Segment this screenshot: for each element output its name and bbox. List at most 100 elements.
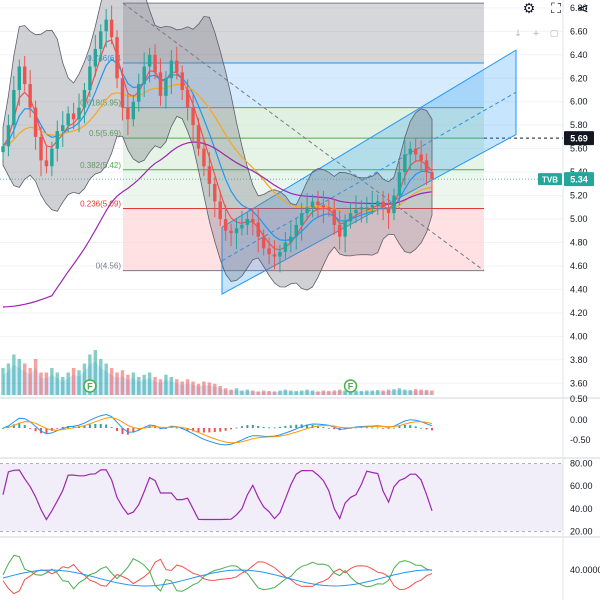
fib-level-label: 0.786(6.4 bbox=[87, 54, 121, 63]
candle-body bbox=[93, 48, 98, 67]
candle-body bbox=[23, 66, 27, 85]
candle-body bbox=[397, 172, 402, 196]
candle bbox=[66, 106, 70, 133]
macd-histogram-bar bbox=[311, 424, 314, 428]
volume-bar bbox=[294, 390, 298, 395]
candle bbox=[61, 111, 65, 147]
macd-histogram-bar bbox=[382, 428, 385, 429]
macd-histogram-bar bbox=[316, 426, 319, 428]
grid-lines bbox=[0, 7, 600, 538]
macd-histogram-bar bbox=[29, 428, 32, 429]
candle bbox=[223, 204, 228, 241]
volume-bar bbox=[213, 383, 217, 395]
candle bbox=[158, 58, 163, 106]
macd-histogram-bar bbox=[197, 428, 200, 433]
fullscreen-button[interactable]: ⛶ bbox=[545, 0, 567, 16]
price-axis[interactable]: 6.80 6.60 6.40 6.20 6.00 5.80 5.60 5.40 5.20 5.00… bbox=[562, 0, 600, 600]
candle-body bbox=[240, 224, 244, 229]
price-tick-label: 4.00 bbox=[570, 331, 588, 341]
volume-bar bbox=[158, 379, 163, 395]
candle-body bbox=[12, 89, 16, 126]
candle-body bbox=[196, 125, 201, 149]
candle bbox=[44, 146, 49, 174]
macd-histogram-bar bbox=[425, 428, 428, 430]
candle bbox=[251, 208, 255, 236]
candle-body bbox=[202, 148, 206, 167]
macd-histogram-bar bbox=[208, 428, 211, 433]
candle bbox=[55, 120, 60, 162]
candlestick-series bbox=[1, 5, 434, 273]
settings-button[interactable]: ⚙ bbox=[518, 0, 540, 16]
volume-bar bbox=[289, 390, 293, 395]
earnings-marker-circle bbox=[83, 379, 97, 393]
candle bbox=[430, 161, 434, 195]
candle-body bbox=[424, 160, 429, 173]
dmi-adx-line bbox=[2, 569, 432, 587]
macd-histogram-bar bbox=[202, 428, 205, 433]
volume-bar bbox=[39, 372, 43, 395]
dmi-tick-label: 40.0000 bbox=[570, 565, 600, 575]
candle bbox=[28, 70, 32, 118]
dmi-plus-line bbox=[2, 554, 433, 592]
candle bbox=[126, 93, 130, 136]
candle-body bbox=[115, 37, 119, 79]
candle-body bbox=[120, 78, 125, 108]
volume-bar bbox=[321, 390, 326, 395]
macd-histogram-bar bbox=[23, 425, 26, 428]
volume-bar bbox=[61, 377, 65, 395]
candle-body bbox=[88, 66, 92, 90]
fib-level-label: 0.236(5.09) bbox=[80, 199, 121, 208]
candle-body bbox=[223, 219, 228, 231]
candle bbox=[413, 138, 418, 162]
macd-histogram-bar bbox=[246, 425, 249, 428]
share-button[interactable]: ⋖ bbox=[572, 0, 594, 16]
candle-body bbox=[17, 66, 22, 90]
candle bbox=[202, 138, 206, 177]
volume-bar bbox=[403, 389, 407, 395]
candle-body bbox=[55, 131, 60, 149]
candle-body bbox=[82, 89, 87, 108]
candle-body bbox=[33, 107, 38, 137]
volume-bar bbox=[365, 390, 369, 395]
macd-histogram-bar bbox=[392, 427, 395, 429]
rsi-tick-label: 80.00 bbox=[570, 459, 593, 469]
candle-body bbox=[229, 230, 233, 234]
fib-zone bbox=[123, 107, 484, 139]
drawing-tool-icon: + bbox=[532, 29, 540, 39]
volume-bar bbox=[1, 368, 5, 395]
volume-bar bbox=[82, 363, 87, 395]
volume-bar bbox=[147, 372, 152, 395]
volume-bar bbox=[343, 390, 347, 395]
candle-body bbox=[28, 84, 32, 108]
macd-histogram-bar bbox=[45, 428, 48, 434]
macd-histogram-bar bbox=[116, 428, 119, 432]
long-ma-line bbox=[2, 141, 433, 308]
candle bbox=[408, 141, 412, 171]
volume-bar bbox=[370, 390, 374, 395]
candle-body bbox=[109, 19, 114, 38]
fibonacci-retracement[interactable]: 0.786(6.4 0.618(5.95) 0.5(5.69) 0.382(5.42)… bbox=[80, 2, 563, 272]
candle-body bbox=[332, 209, 336, 225]
volume-bar bbox=[413, 389, 418, 395]
candle bbox=[169, 50, 174, 95]
earnings-marker: F bbox=[343, 379, 358, 393]
candle bbox=[256, 208, 260, 253]
price-tick-label: 5.40 bbox=[570, 167, 588, 177]
earnings-marker-label: F bbox=[348, 382, 354, 392]
candle-body bbox=[61, 125, 65, 132]
price-label-text: 5.34 bbox=[570, 175, 588, 185]
candle bbox=[278, 244, 282, 273]
candle-body bbox=[256, 222, 260, 237]
price-label-box bbox=[564, 172, 594, 187]
macd-histogram-bar bbox=[192, 428, 195, 432]
macd-histogram-bar bbox=[398, 426, 401, 428]
fib-level-label: 0.5(5.69) bbox=[89, 129, 121, 138]
candle bbox=[17, 59, 22, 106]
drawing-tool-icons: ↓ + ▢ bbox=[514, 29, 558, 39]
candle-body bbox=[289, 236, 293, 243]
volume-bar bbox=[392, 389, 396, 395]
rsi-tick-label: 60.00 bbox=[570, 481, 593, 491]
volume-bar bbox=[354, 390, 358, 395]
